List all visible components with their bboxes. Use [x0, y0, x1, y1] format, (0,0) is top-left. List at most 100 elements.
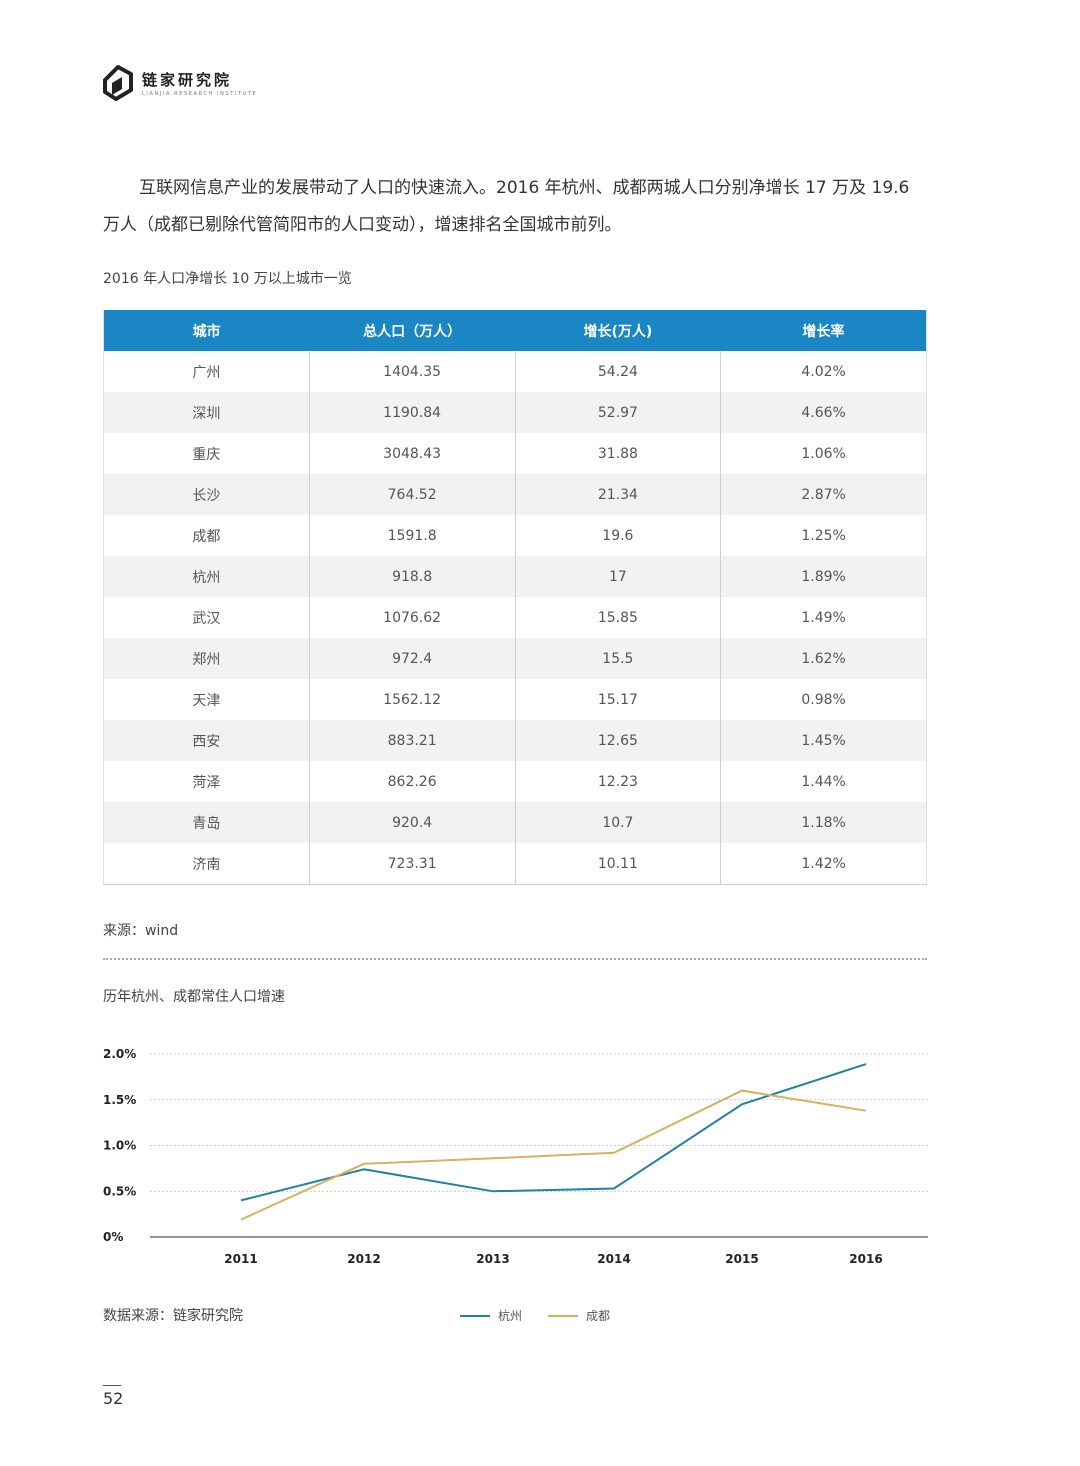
lianjia-logo-icon [103, 65, 133, 101]
table-row: 郑州 972.4 15.5 1.62% [103, 638, 927, 679]
table-row: 深圳 1190.84 52.97 4.66% [103, 392, 927, 433]
cell-growth: 54.24 [515, 351, 722, 392]
x-tick-label: 2016 [849, 1252, 882, 1266]
cell-total-population: 1190.84 [309, 392, 516, 433]
cell-growth: 15.85 [515, 597, 722, 638]
cell-growth-rate: 1.25% [801, 527, 846, 544]
legend-swatch-chengdu [548, 1314, 578, 1317]
table-row: 重庆 3048.43 31.88 1.06% [103, 433, 927, 474]
cell-growth: 31.88 [515, 433, 722, 474]
column-header-growth: 增长(万人) [515, 310, 721, 351]
dotted-divider [103, 958, 927, 960]
column-header-growth-rate: 增长率 [720, 310, 927, 351]
cell-growth: 52.97 [515, 392, 722, 433]
cell-growth-rate: 2.87% [720, 474, 927, 515]
table-row: 天津 1562.12 15.17 0.98% [103, 679, 927, 720]
cell-growth-rate: 1.06% [801, 445, 846, 462]
cell-growth-rate: 0.98% [801, 691, 846, 708]
legend-item-hangzhou: 杭州 [460, 1307, 522, 1324]
y-tick-label: 1.5% [103, 1093, 136, 1107]
cell-city: 深圳 [103, 392, 310, 433]
cell-growth: 17 [515, 556, 722, 597]
cell-city: 菏泽 [103, 761, 310, 802]
logo-english-name: LIANJIA RESEARCH INSTITUTE [142, 91, 258, 97]
table-source: 来源：wind [103, 923, 179, 939]
cell-growth-rate: 4.02% [801, 363, 846, 380]
x-tick-label: 2015 [725, 1252, 758, 1266]
cell-growth: 15.5 [515, 638, 722, 679]
table-row: 菏泽 862.26 12.23 1.44% [103, 761, 927, 802]
y-tick-label: 0.5% [103, 1184, 136, 1198]
cell-growth: 12.23 [515, 761, 722, 802]
city-population-table: 城市 总人口（万人） 增长(万人) 增长率 广州 1404.35 54.24 4.02… [103, 310, 927, 885]
cell-growth: 12.65 [515, 720, 722, 761]
cell-growth-rate: 1.44% [801, 773, 846, 790]
y-tick-label: 2.0% [103, 1047, 136, 1061]
table-row: 成都 1591.8 19.6 1.25% [103, 515, 927, 556]
cell-growth: 10.11 [515, 843, 722, 885]
cell-growth-rate: 4.66% [720, 392, 927, 433]
logo-chinese-name: 链家研究院 [142, 71, 233, 89]
cell-growth-rate: 1.18% [720, 802, 927, 843]
cell-city: 天津 [103, 679, 310, 720]
table-header-row: 城市 总人口（万人） 增长(万人) 增长率 [103, 310, 927, 351]
cell-growth-rate: 1.49% [801, 609, 846, 626]
chart-title: 历年杭州、成都常住人口增速 [103, 989, 285, 1005]
cell-city: 杭州 [103, 556, 310, 597]
cell-growth: 19.6 [515, 515, 722, 556]
cell-growth: 15.17 [515, 679, 722, 720]
page-number: 52 [103, 1389, 124, 1408]
cell-city: 广州 [103, 351, 310, 392]
series-line-chengdu [240, 1089, 867, 1221]
table-caption: 2016 年人口净增长 10 万以上城市一览 [103, 271, 352, 287]
y-tick-label: 0% [103, 1230, 123, 1244]
series-line-hangzhou [240, 1063, 867, 1202]
table-row: 西安 883.21 12.65 1.45% [103, 720, 927, 761]
cell-city: 郑州 [103, 638, 310, 679]
table-row: 广州 1404.35 54.24 4.02% [103, 351, 927, 392]
legend-label-chengdu: 成都 [586, 1309, 611, 1323]
cell-total-population: 883.21 [309, 720, 516, 761]
cell-growth-rate: 1.89% [720, 556, 927, 597]
legend-swatch-hangzhou [460, 1314, 490, 1317]
table-row: 济南 723.31 10.11 1.42% [103, 843, 927, 885]
cell-city: 重庆 [103, 433, 310, 474]
cell-city: 成都 [103, 515, 310, 556]
cell-growth-rate: 1.42% [720, 843, 927, 885]
x-tick-label: 2011 [224, 1252, 257, 1266]
cell-city: 青岛 [103, 802, 310, 843]
cell-total-population: 3048.43 [309, 433, 516, 474]
cell-total-population: 972.4 [309, 638, 516, 679]
table-row: 武汉 1076.62 15.85 1.49% [103, 597, 927, 638]
cell-total-population: 918.8 [309, 556, 516, 597]
x-tick-label: 2014 [597, 1252, 630, 1266]
cell-total-population: 723.31 [309, 843, 516, 885]
cell-growth: 21.34 [515, 474, 722, 515]
legend-label-hangzhou: 杭州 [498, 1309, 523, 1323]
cell-total-population: 764.52 [309, 474, 516, 515]
page-number-rule [103, 1385, 121, 1386]
cell-city: 西安 [103, 720, 310, 761]
chart-footer: 数据来源：链家研究院 杭州 成都 [0, 1300, 1080, 1330]
cell-growth-rate: 1.62% [720, 638, 927, 679]
x-tick-label: 2012 [347, 1252, 380, 1266]
cell-total-population: 1562.12 [309, 679, 516, 720]
intro-paragraph: 互联网信息产业的发展带动了人口的快速流入。2016 年杭州、成都两城人口分别净增… [103, 178, 910, 235]
brand-logo: 链家研究院 LIANJIA RESEARCH INSTITUTE [100, 64, 257, 102]
chart-source: 数据来源：链家研究院 [103, 1308, 243, 1324]
cell-growth-rate: 1.45% [720, 720, 927, 761]
cell-total-population: 862.26 [309, 761, 516, 802]
growth-rate-line-chart: 0% 0.5% 1.0% 1.5% 2.0% 2011 2012 2013 2014 2015 20… [103, 1047, 928, 1266]
cell-city: 武汉 [103, 597, 310, 638]
cell-city: 长沙 [103, 474, 310, 515]
x-tick-label: 2013 [476, 1252, 509, 1266]
cell-city: 济南 [103, 843, 310, 885]
table-row: 青岛 920.4 10.7 1.18% [103, 802, 927, 843]
table-row: 长沙 764.52 21.34 2.87% [103, 474, 927, 515]
legend-item-chengdu: 成都 [548, 1307, 610, 1324]
cell-total-population: 920.4 [309, 802, 516, 843]
table-row: 杭州 918.8 17 1.89% [103, 556, 927, 597]
cell-total-population: 1404.35 [309, 351, 516, 392]
cell-total-population: 1591.8 [309, 515, 516, 556]
cell-growth: 10.7 [515, 802, 722, 843]
